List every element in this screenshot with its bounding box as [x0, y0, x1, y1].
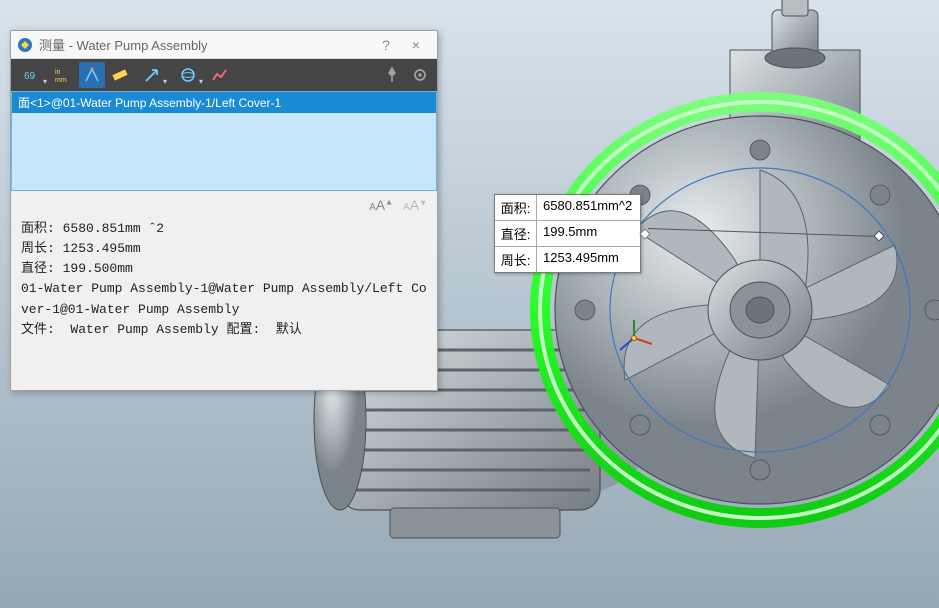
result-config-label: 配置:: [226, 322, 260, 337]
svg-text:mm: mm: [55, 77, 67, 84]
ruler-button[interactable]: [107, 62, 133, 88]
result-area-label: 面积:: [21, 221, 55, 236]
pin-button[interactable]: [379, 62, 405, 88]
units-button[interactable]: 69: [15, 62, 49, 88]
selection-item[interactable]: 面<1>@01-Water Pump Assembly-1/Left Cover…: [12, 92, 436, 113]
callout-value: 199.5mm: [537, 221, 637, 246]
inch-mm-button[interactable]: inmm: [51, 62, 77, 88]
callout-label: 直径:: [495, 221, 537, 246]
font-size-controls: AA▲ AA▼: [11, 191, 437, 215]
measure-results: 面积: 6580.851mm ˆ2 周长: 1253.495mm 直径: 199…: [11, 215, 437, 390]
xyz-button[interactable]: [79, 62, 105, 88]
result-file-label: 文件:: [21, 322, 55, 337]
result-file-value: Water Pump Assembly: [70, 322, 218, 337]
view-triad[interactable]: [614, 318, 654, 358]
font-increase-button[interactable]: AA▲: [369, 197, 393, 213]
callout-label: 面积:: [495, 195, 537, 220]
font-decrease-button[interactable]: AA▼: [403, 197, 427, 213]
arrow-button[interactable]: [135, 62, 169, 88]
result-perimeter-value: 1253.495mm: [63, 241, 141, 256]
measure-callout[interactable]: 面积: 6580.851mm^2 直径: 199.5mm 周长: 1253.49…: [494, 194, 641, 273]
options-button[interactable]: [407, 62, 433, 88]
callout-row-perimeter: 周长: 1253.495mm: [495, 247, 640, 272]
measure-app-icon: [17, 37, 33, 53]
chart-button[interactable]: [207, 62, 233, 88]
callout-label: 周长:: [495, 247, 537, 272]
svg-text:69: 69: [24, 71, 36, 82]
result-perimeter-label: 周长:: [21, 241, 55, 256]
result-area-value: 6580.851mm ˆ2: [63, 221, 164, 236]
callout-row-area: 面积: 6580.851mm^2: [495, 195, 640, 221]
measure-dialog: 测量 - Water Pump Assembly ? × 69 inmm: [10, 30, 438, 391]
dialog-title: 测量 - Water Pump Assembly: [39, 35, 371, 54]
callout-value: 1253.495mm: [537, 247, 637, 272]
svg-text:in: in: [55, 69, 61, 76]
result-diameter-value: 199.500mm: [63, 261, 133, 276]
close-button[interactable]: ×: [401, 37, 431, 53]
help-button[interactable]: ?: [371, 37, 401, 53]
selection-list[interactable]: 面<1>@01-Water Pump Assembly-1/Left Cover…: [11, 91, 437, 191]
dialog-titlebar[interactable]: 测量 - Water Pump Assembly ? ×: [11, 31, 437, 59]
measure-toolbar: 69 inmm: [11, 59, 437, 91]
result-config-value: 默认: [276, 322, 302, 337]
callout-row-diameter: 直径: 199.5mm: [495, 221, 640, 247]
result-path: 01-Water Pump Assembly-1@Water Pump Asse…: [21, 281, 427, 316]
sphere-button[interactable]: [171, 62, 205, 88]
callout-value: 6580.851mm^2: [537, 195, 640, 220]
result-diameter-label: 直径:: [21, 261, 55, 276]
